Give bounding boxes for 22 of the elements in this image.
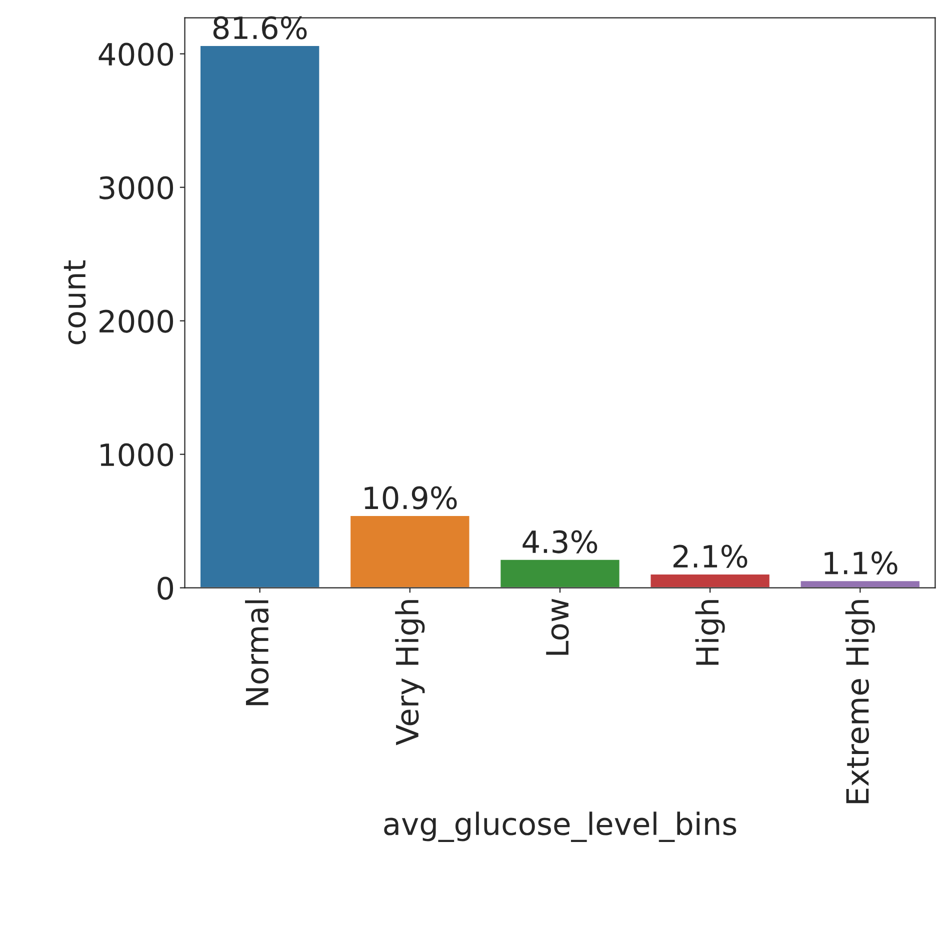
y-tick-label: 0 bbox=[158, 576, 174, 600]
x-tick-label: Low bbox=[546, 598, 569, 655]
bar bbox=[649, 573, 771, 588]
annotation: 4.3% bbox=[522, 530, 598, 554]
y-tick-label: 2000 bbox=[100, 310, 174, 333]
annotation: 2.1% bbox=[673, 544, 748, 568]
x-axis-title: avg_glucose_level_bins bbox=[384, 812, 736, 842]
annotation: 10.9% bbox=[364, 486, 457, 510]
y-tick-label: 1000 bbox=[100, 443, 174, 466]
x-tick-label: Extreme High bbox=[845, 600, 875, 804]
bar bbox=[799, 580, 921, 588]
bar bbox=[349, 514, 471, 588]
x-tick-label: High bbox=[695, 600, 725, 665]
x-tick-label: Very High bbox=[395, 600, 425, 746]
y-tick-label: 3000 bbox=[100, 176, 174, 200]
bar bbox=[499, 558, 621, 588]
bar bbox=[199, 44, 321, 588]
annotation: 1.1% bbox=[824, 551, 898, 575]
y-tick-label: 4000 bbox=[98, 42, 174, 66]
y-axis-title: count bbox=[64, 260, 86, 344]
x-tick-label: Normal bbox=[245, 600, 269, 706]
annotation: 81.6% bbox=[213, 16, 307, 40]
